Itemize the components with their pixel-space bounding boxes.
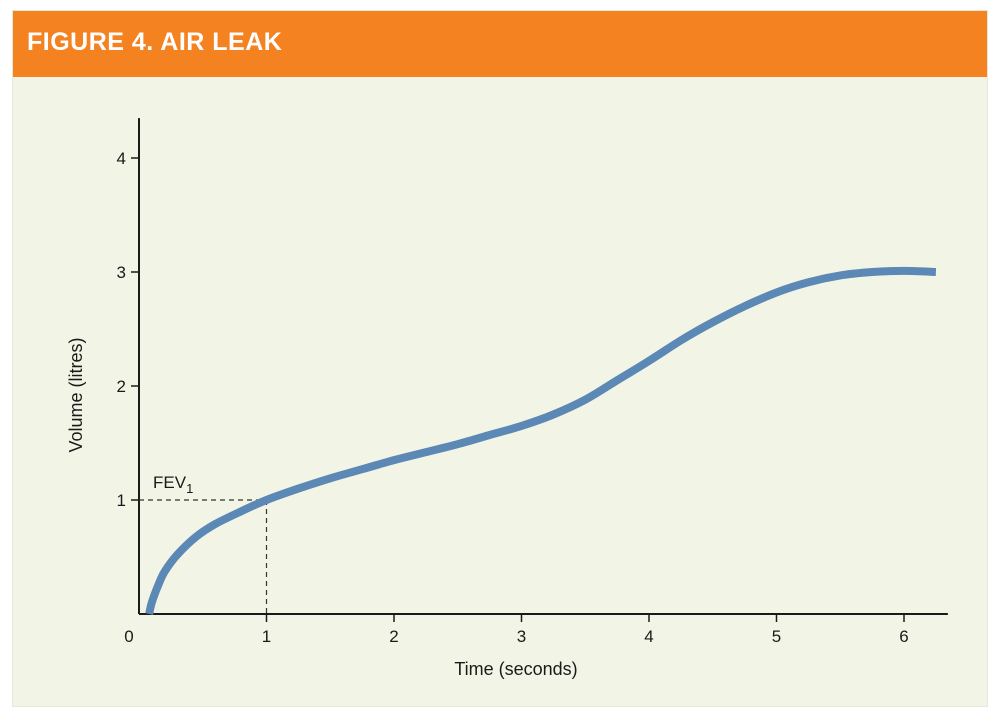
x-tick-label: 1 <box>262 627 271 646</box>
x-tick-label: 6 <box>899 627 908 646</box>
y-axis-title: Volume (litres) <box>66 337 86 452</box>
y-tick-label: 4 <box>117 149 126 168</box>
figure-title: FIGURE 4. AIR LEAK <box>27 28 283 56</box>
figure-frame: FIGURE 4. AIR LEAK <box>12 10 988 707</box>
y-tick-label: 2 <box>117 377 126 396</box>
x-tick-label: 3 <box>517 627 526 646</box>
chart-axes <box>138 118 948 615</box>
fev1-label-subscript: 1 <box>186 481 193 496</box>
fev1-label-text: FEV <box>153 473 187 492</box>
x-tick-label: 4 <box>644 627 653 646</box>
volume-time-curve <box>145 266 937 615</box>
x-tick-label: 0 <box>124 627 133 646</box>
chart-ticks: 0 1 2 3 4 5 6 1 2 3 4 <box>117 149 909 646</box>
x-tick-label: 2 <box>389 627 398 646</box>
y-tick-label: 3 <box>117 263 126 282</box>
y-tick-label: 1 <box>117 491 126 510</box>
title-banner: FIGURE 4. AIR LEAK <box>13 11 987 77</box>
fev1-guides <box>139 499 268 614</box>
x-tick-label: 5 <box>772 627 781 646</box>
x-axis-title: Time (seconds) <box>454 659 577 679</box>
fev1-label: FEV1 <box>153 473 193 496</box>
